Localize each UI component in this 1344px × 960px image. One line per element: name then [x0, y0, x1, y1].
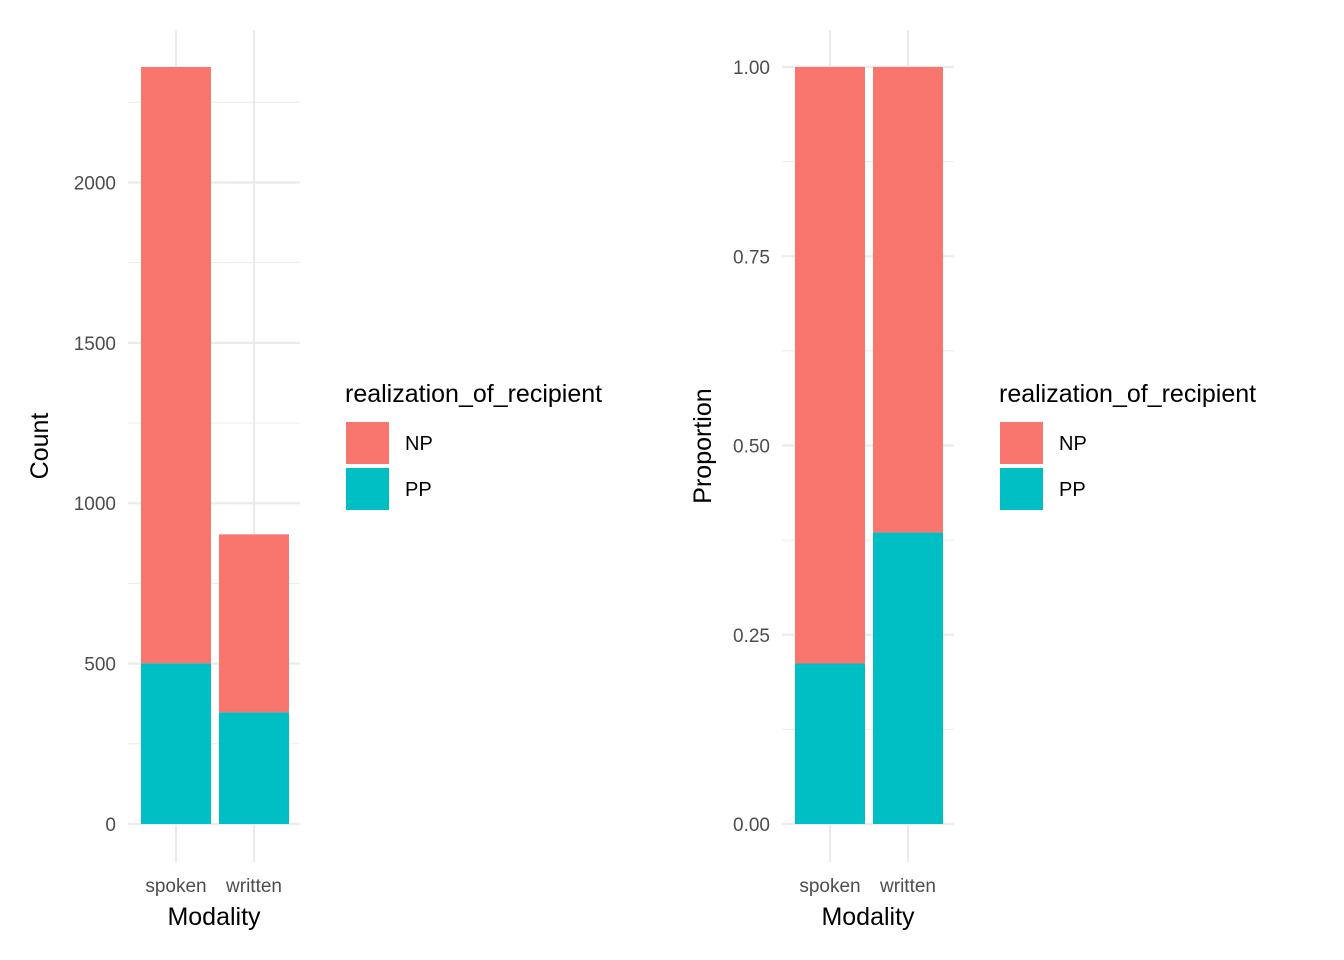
bar-written-NP [219, 534, 289, 713]
x-tick-label: written [225, 876, 282, 897]
x-axis-title: Modality [821, 903, 915, 931]
bar-spoken-PP [141, 663, 211, 824]
bar-written-PP [873, 532, 943, 824]
bar-spoken-NP [795, 67, 865, 664]
legend-label-PP: PP [1059, 479, 1086, 501]
legend-key-PP [346, 468, 389, 510]
y-tick-label: 0.00 [733, 815, 770, 836]
chart-panel-1: 0 500 1000 1500 2000 spoken written Modality Cou… [26, 30, 602, 931]
y-tick-label: 0 [105, 815, 116, 836]
y-tick-label: 0.25 [733, 626, 770, 647]
legend-key-NP [346, 422, 389, 464]
legend-label-NP: NP [1059, 433, 1087, 455]
y-tick-label: 1.00 [733, 58, 770, 79]
legend-key-PP [1000, 468, 1043, 510]
legend: realization_of_recipient NP PP [345, 380, 602, 510]
x-tick-label: written [879, 876, 936, 897]
x-axis-title: Modality [167, 903, 261, 931]
chart-panel-2: 0.00 0.25 0.50 0.75 1.00 spoken written Modalit… [689, 30, 1256, 931]
y-tick-label: 1500 [74, 334, 116, 355]
y-tick-label: 1000 [74, 494, 116, 515]
bar-written-PP [219, 712, 289, 824]
y-axis-title: Count [26, 413, 54, 480]
legend-key-NP [1000, 422, 1043, 464]
legend-label-PP: PP [405, 479, 432, 501]
y-tick-label: 500 [84, 655, 116, 676]
legend-label-NP: NP [405, 433, 433, 455]
x-tick-label: spoken [799, 876, 860, 897]
x-tick-label: spoken [145, 876, 206, 897]
y-tick-label: 0.50 [733, 437, 770, 458]
legend-title: realization_of_recipient [999, 380, 1256, 408]
legend-title: realization_of_recipient [345, 380, 602, 408]
y-tick-label: 0.75 [733, 247, 770, 268]
legend: realization_of_recipient NP PP [999, 380, 1256, 510]
y-axis-title: Proportion [689, 388, 717, 503]
bar-spoken-NP [141, 67, 211, 664]
bar-written-NP [873, 67, 943, 533]
y-tick-label: 2000 [74, 173, 116, 194]
bar-spoken-PP [795, 663, 865, 824]
